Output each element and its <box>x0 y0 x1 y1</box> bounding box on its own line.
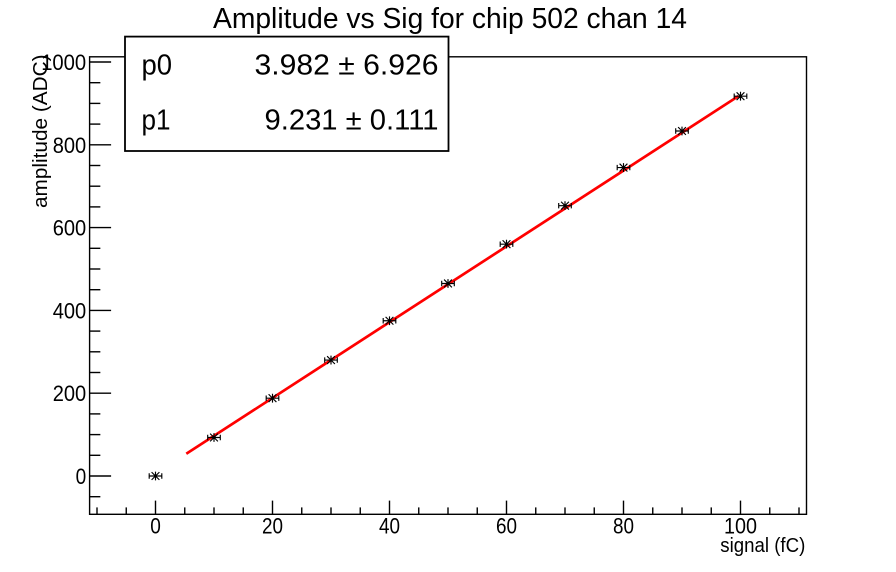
svg-text:80: 80 <box>613 514 634 539</box>
svg-text:3.982 ± 6.926: 3.982 ± 6.926 <box>255 50 439 82</box>
svg-text:40: 40 <box>379 514 400 539</box>
svg-text:Amplitude vs Sig for chip 502: Amplitude vs Sig for chip 502 chan 14 <box>213 3 687 35</box>
svg-text:400: 400 <box>53 298 87 323</box>
svg-text:1000: 1000 <box>41 50 86 75</box>
svg-text:9.231 ± 0.111: 9.231 ± 0.111 <box>265 105 439 137</box>
svg-text:200: 200 <box>53 381 87 406</box>
svg-text:600: 600 <box>53 216 87 241</box>
svg-text:800: 800 <box>53 133 87 158</box>
svg-text:signal (fC): signal (fC) <box>720 535 805 557</box>
svg-text:amplitude (ADC): amplitude (ADC) <box>30 55 52 209</box>
svg-text:0: 0 <box>150 514 161 539</box>
svg-text:100: 100 <box>724 514 757 539</box>
svg-text:p1: p1 <box>142 105 171 137</box>
svg-text:20: 20 <box>262 514 283 539</box>
svg-text:0: 0 <box>76 464 87 489</box>
svg-text:p0: p0 <box>142 50 173 82</box>
svg-text:60: 60 <box>496 514 517 539</box>
